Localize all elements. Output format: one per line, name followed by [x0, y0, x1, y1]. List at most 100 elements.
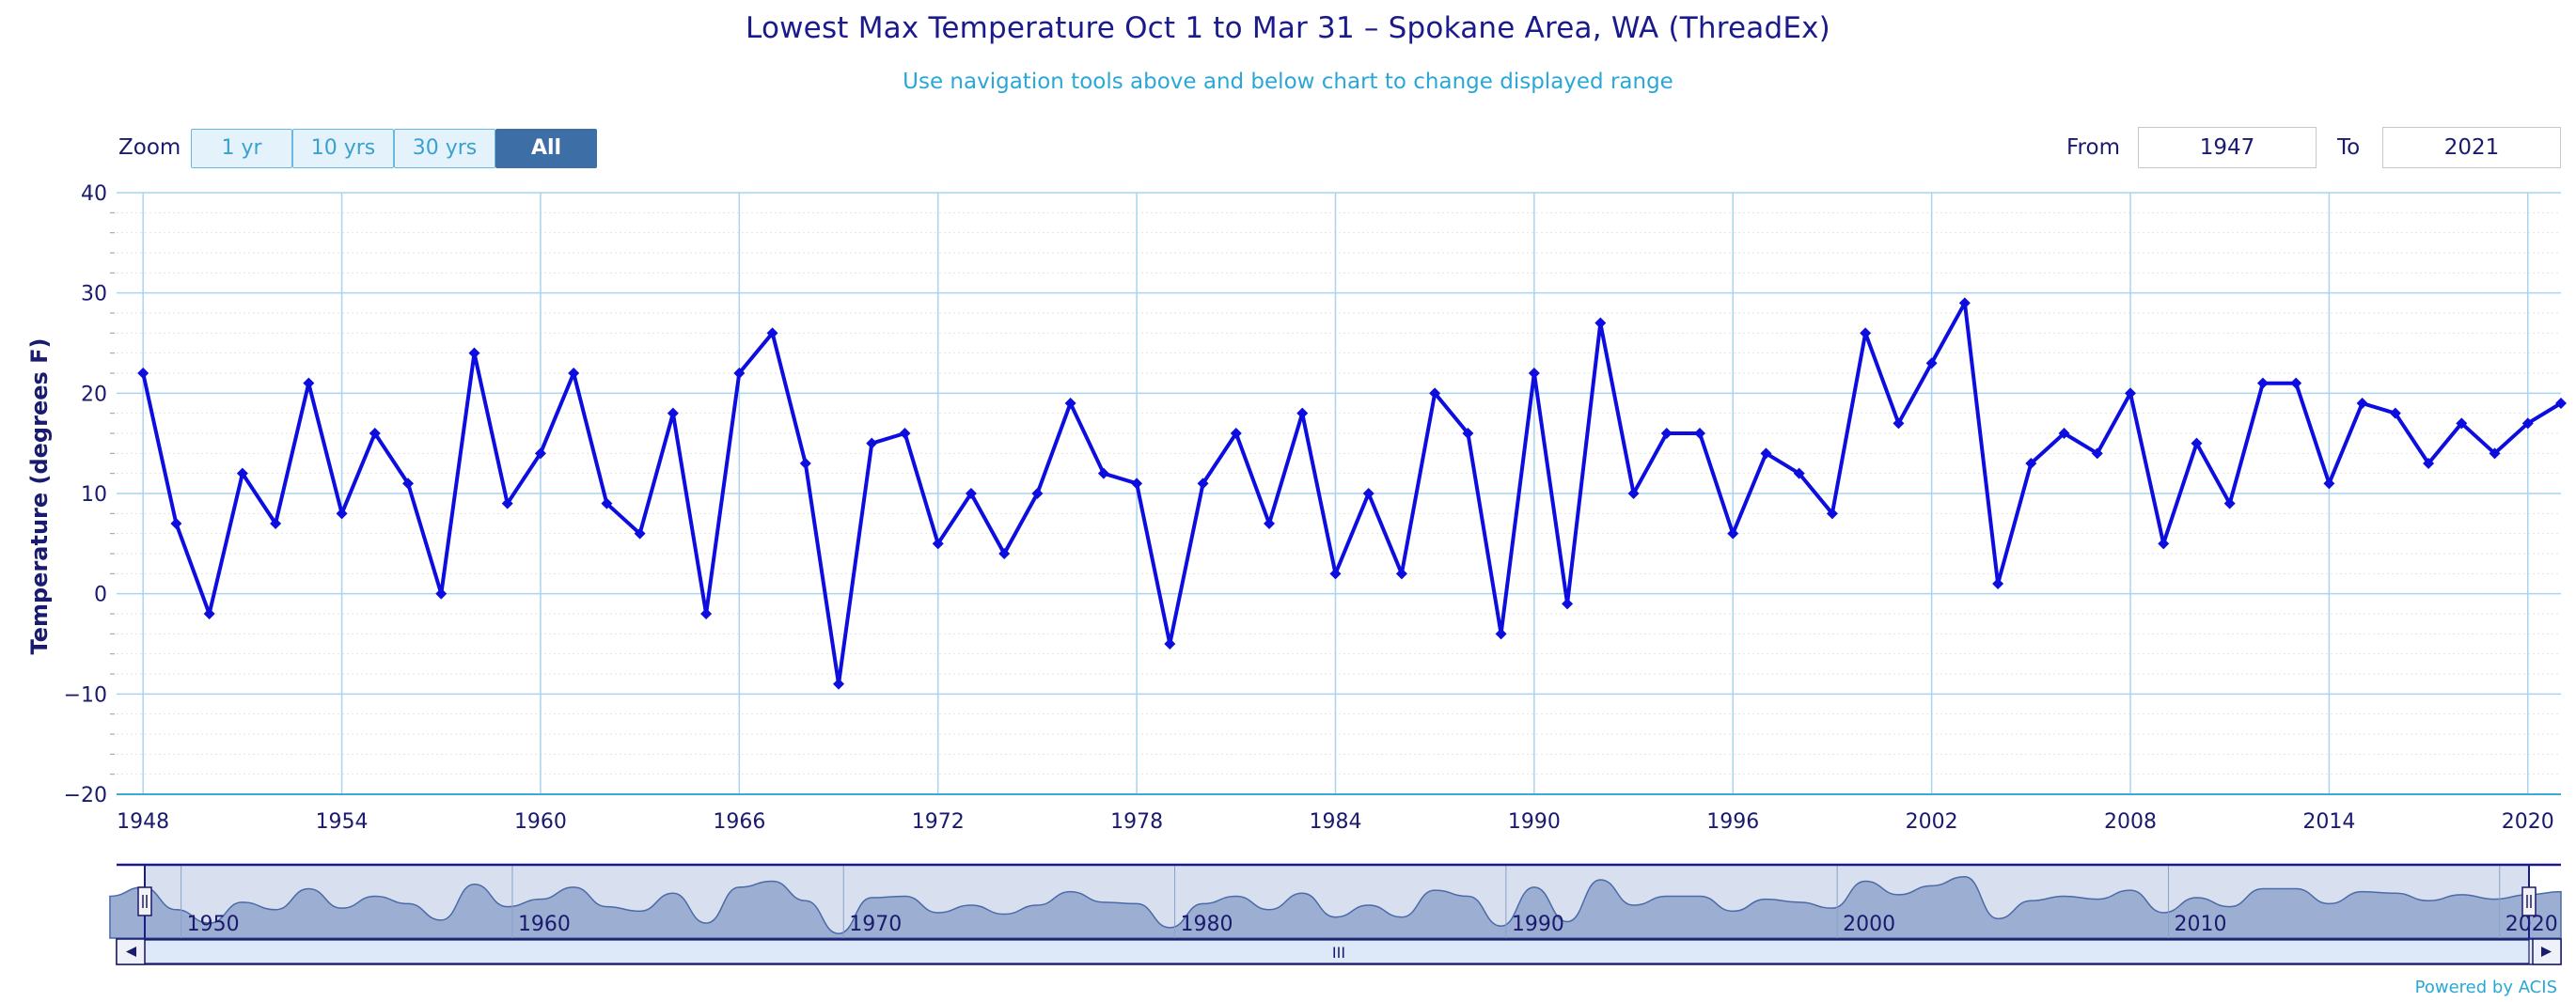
navigator-area: [109, 876, 2562, 939]
zoom-10yrs-button[interactable]: 10 yrs: [292, 129, 394, 168]
data-point: [2223, 497, 2236, 509]
data-point: [137, 368, 149, 379]
data-point: [601, 497, 613, 509]
data-point: [1893, 417, 1905, 430]
data-point: [468, 347, 480, 359]
data-point: [2256, 377, 2269, 389]
navigator-left-handle[interactable]: [137, 886, 152, 916]
navigator: 1950 1960 1970 1980 1990 2000 2010 2020 III: [109, 863, 2562, 965]
zoom-30yrs-button[interactable]: 30 yrs: [394, 129, 495, 168]
series-line: [141, 301, 2563, 686]
x-tick-label: 1996: [1706, 810, 1759, 834]
y-tick-label: 40: [81, 182, 107, 206]
scrollbar-grip: III: [1332, 944, 1345, 962]
from-label: From: [2066, 135, 2120, 160]
handle-box[interactable]: [2521, 886, 2537, 916]
navigator-tick-label: 1950: [187, 913, 240, 936]
grid-layer: [117, 192, 2561, 795]
data-point: [733, 368, 746, 379]
chart-subtitle: Use navigation tools above and below cha…: [903, 70, 1673, 94]
data-point: [1296, 407, 1309, 419]
data-point: [866, 437, 878, 449]
data-point: [1031, 488, 1044, 499]
data-point: [1793, 467, 1805, 479]
data-point: [2489, 447, 2501, 460]
x-tick-label: 2008: [2104, 810, 2157, 834]
data-point: [435, 587, 448, 600]
chart-title: Lowest Max Temperature Oct 1 to Mar 31 –…: [746, 11, 1830, 45]
data-point: [1627, 488, 1640, 499]
y-axis-label: Temperature (degrees F): [26, 338, 53, 655]
data-point: [1826, 508, 1838, 520]
series-layer: [137, 297, 2567, 690]
data-point: [932, 538, 944, 550]
data-point: [1694, 428, 1706, 439]
data-point: [1164, 638, 1176, 650]
x-tick-label: 1972: [912, 810, 965, 834]
scroll-left-arrow-icon: [126, 947, 136, 957]
navigator-tick-label: 2000: [1843, 913, 1895, 936]
data-point: [1264, 518, 1276, 529]
data-point: [799, 458, 811, 469]
to-year-input[interactable]: [2382, 127, 2561, 168]
data-point: [1064, 398, 1076, 409]
x-tick-label: 1966: [713, 810, 765, 834]
x-tick-label: 2002: [1906, 810, 1958, 834]
data-point: [1429, 387, 1441, 399]
y-tick-label: 30: [81, 283, 107, 306]
y-tick-label: −20: [64, 784, 107, 807]
data-point: [2025, 458, 2037, 469]
data-point: [336, 508, 348, 520]
x-tick-label: 1960: [514, 810, 567, 834]
data-point: [402, 478, 415, 490]
handle-box[interactable]: [137, 886, 152, 916]
zoom-all-button[interactable]: All: [495, 129, 597, 168]
data-point: [667, 407, 679, 419]
zoom-1yr-button[interactable]: 1 yr: [191, 129, 292, 168]
data-point: [1958, 297, 1971, 309]
data-point: [899, 428, 911, 439]
data-point: [998, 548, 1011, 559]
to-label: To: [2337, 135, 2361, 160]
data-point: [568, 368, 580, 379]
x-tick-label: 1990: [1508, 810, 1561, 834]
scrollbar-thumb[interactable]: [144, 939, 2530, 964]
data-point: [1362, 488, 1374, 499]
data-point: [303, 377, 315, 389]
data-point: [2091, 447, 2103, 460]
navigator-tick-label: 1960: [518, 913, 571, 936]
data-point: [2323, 478, 2335, 490]
y-tick-label: 10: [81, 483, 107, 507]
data-point: [1197, 478, 1209, 490]
data-point: [1562, 598, 1574, 610]
x-tick-label: 1954: [316, 810, 369, 834]
scroll-right-arrow-icon: [2541, 947, 2552, 957]
data-point: [2191, 437, 2203, 449]
data-point: [203, 608, 215, 619]
navigator-tick-label: 1970: [849, 913, 902, 936]
data-point: [1925, 357, 1938, 369]
zoom-label: Zoom: [118, 135, 181, 160]
data-point: [1594, 317, 1607, 329]
navigator-right-handle[interactable]: [2521, 886, 2537, 916]
data-point: [1131, 478, 1143, 490]
data-point: [2389, 407, 2401, 419]
data-point: [2125, 387, 2137, 399]
data-point: [270, 518, 282, 529]
from-year-input[interactable]: [2138, 127, 2317, 168]
data-point: [1230, 428, 1242, 439]
data-point: [1462, 428, 1474, 439]
navigator-tick-label: 2010: [2174, 913, 2226, 936]
y-tick-label: −10: [64, 683, 107, 707]
data-point: [1097, 467, 1109, 479]
data-point: [2290, 377, 2302, 389]
data-point: [236, 467, 248, 479]
data-point: [1528, 368, 1540, 379]
data-point: [2058, 428, 2070, 439]
navigator-tick-label: 1990: [1512, 913, 1564, 936]
x-tick-label: 1984: [1309, 810, 1361, 834]
data-point: [2158, 538, 2170, 550]
powered-by-credit[interactable]: Powered by ACIS: [2414, 978, 2557, 997]
data-point: [833, 678, 845, 690]
x-tick-label: 1978: [1110, 810, 1163, 834]
